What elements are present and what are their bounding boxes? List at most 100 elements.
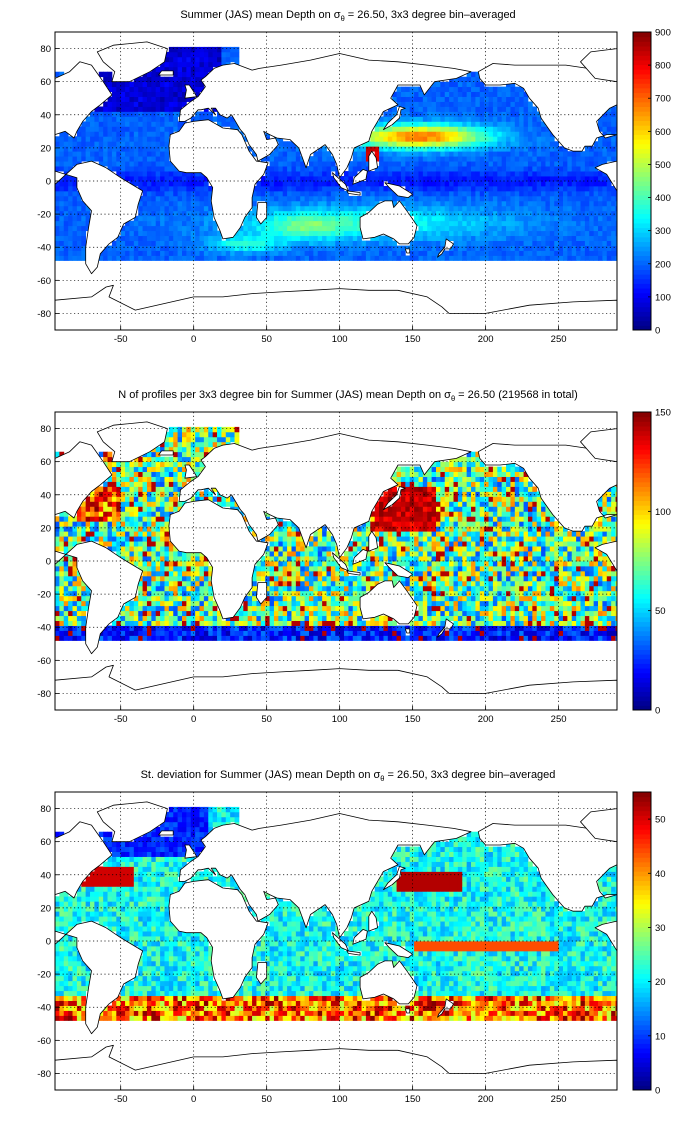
data-cell	[304, 546, 310, 552]
data-cell	[199, 441, 205, 448]
data-cell	[344, 245, 349, 251]
data-cell	[72, 580, 78, 587]
data-cell	[133, 121, 139, 127]
data-cell	[326, 235, 332, 241]
data-cell	[322, 541, 327, 547]
data-cell	[514, 176, 520, 182]
data-cell	[453, 210, 459, 217]
data-cell	[133, 235, 139, 241]
data-cell	[527, 141, 533, 147]
data-cell	[593, 235, 599, 241]
colorbar-step	[633, 283, 651, 289]
data-cell	[168, 546, 174, 552]
data-cell	[409, 151, 415, 157]
data-cell	[199, 220, 205, 227]
data-cell	[81, 225, 87, 232]
data-cell	[519, 176, 524, 182]
data-cell	[182, 620, 187, 626]
data-cell	[374, 240, 380, 246]
data-cell	[304, 166, 310, 172]
data-cell	[571, 161, 577, 167]
data-cell	[120, 81, 126, 88]
data-cell	[59, 215, 65, 222]
data-cell	[186, 431, 192, 438]
data-cell	[584, 230, 590, 237]
data-cell	[304, 595, 310, 602]
data-cell	[313, 156, 319, 162]
data-cell	[287, 151, 292, 157]
data-cell	[155, 516, 161, 522]
data-cell	[326, 151, 332, 157]
data-cell	[475, 156, 481, 162]
data-cell	[133, 531, 139, 537]
data-cell	[418, 210, 424, 217]
data-cell	[471, 185, 476, 192]
data-cell	[199, 185, 205, 192]
data-cell	[444, 250, 450, 256]
data-cell	[282, 205, 288, 212]
data-cell	[212, 436, 218, 443]
data-cell	[182, 86, 187, 92]
data-cell	[55, 565, 60, 572]
data-cell	[203, 210, 209, 217]
data-cell	[68, 561, 73, 567]
data-cell	[138, 230, 143, 237]
data-cell	[506, 96, 511, 102]
data-cell	[365, 195, 371, 202]
data-cell	[160, 491, 165, 497]
data-cell	[392, 250, 397, 256]
data-cell	[160, 531, 165, 537]
data-cell	[453, 220, 459, 227]
data-cell	[352, 245, 358, 251]
data-cell	[282, 200, 288, 207]
data-cell	[260, 181, 266, 187]
data-cell	[265, 200, 270, 207]
data-cell	[287, 181, 292, 187]
data-cell	[400, 131, 406, 137]
data-cell	[593, 156, 599, 162]
data-cell	[431, 106, 437, 112]
data-cell	[357, 255, 362, 261]
data-cell	[313, 551, 319, 557]
data-cell	[541, 220, 546, 227]
data-cell	[414, 195, 419, 202]
data-cell	[519, 91, 524, 97]
data-cell	[186, 561, 192, 567]
data-cell	[365, 171, 371, 177]
data-cell	[523, 166, 529, 172]
data-cell	[532, 136, 538, 142]
data-cell	[567, 190, 573, 197]
data-cell	[146, 600, 152, 607]
data-cell	[186, 630, 192, 636]
data-cell	[238, 635, 244, 641]
data-cell	[606, 131, 612, 137]
data-cell	[602, 116, 608, 122]
data-cell	[125, 250, 130, 256]
data-cell	[330, 156, 336, 162]
data-cell	[545, 235, 551, 241]
data-cell	[173, 426, 179, 433]
data-cell	[133, 156, 139, 162]
data-cell	[580, 195, 586, 202]
data-cell	[506, 166, 511, 172]
data-cell	[308, 625, 314, 631]
data-cell	[427, 200, 433, 207]
map-frame	[54, 31, 618, 331]
data-cell	[562, 230, 568, 237]
data-cell	[396, 136, 402, 142]
data-cell	[287, 590, 292, 597]
data-cell	[208, 625, 214, 631]
data-cell	[580, 176, 586, 182]
data-cell	[409, 156, 415, 162]
data-cell	[282, 580, 288, 587]
data-cell	[212, 255, 218, 261]
data-cell	[440, 151, 446, 157]
data-cell	[203, 615, 209, 621]
data-cell	[168, 56, 174, 63]
data-cell	[330, 176, 336, 182]
data-cell	[111, 156, 117, 162]
data-cell	[361, 166, 367, 172]
data-cell	[234, 255, 240, 261]
data-cell	[422, 96, 428, 102]
data-cell	[506, 131, 511, 137]
